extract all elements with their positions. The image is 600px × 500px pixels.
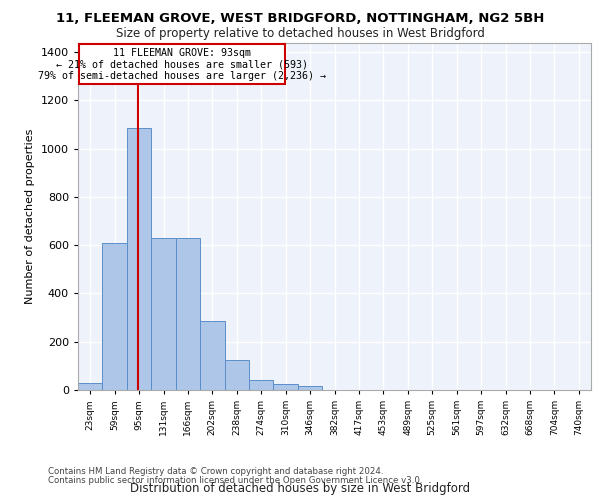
Bar [127, 128, 151, 390]
Bar [78, 383, 103, 390]
Text: 79% of semi-detached houses are larger (2,236) →: 79% of semi-detached houses are larger (… [38, 71, 326, 81]
Text: 11 FLEEMAN GROVE: 93sqm: 11 FLEEMAN GROVE: 93sqm [113, 48, 251, 58]
Text: ← 21% of detached houses are smaller (593): ← 21% of detached houses are smaller (59… [56, 60, 308, 70]
Bar [274, 384, 298, 390]
Bar [176, 238, 200, 390]
Bar [200, 321, 224, 390]
Bar [151, 238, 176, 390]
Bar [298, 386, 322, 390]
Y-axis label: Number of detached properties: Number of detached properties [25, 128, 35, 304]
Text: Contains public sector information licensed under the Open Government Licence v3: Contains public sector information licen… [48, 476, 422, 485]
Text: Distribution of detached houses by size in West Bridgford: Distribution of detached houses by size … [130, 482, 470, 495]
Text: Size of property relative to detached houses in West Bridgford: Size of property relative to detached ho… [116, 28, 484, 40]
Text: 11, FLEEMAN GROVE, WEST BRIDGFORD, NOTTINGHAM, NG2 5BH: 11, FLEEMAN GROVE, WEST BRIDGFORD, NOTTI… [56, 12, 544, 24]
Text: Contains HM Land Registry data © Crown copyright and database right 2024.: Contains HM Land Registry data © Crown c… [48, 467, 383, 476]
FancyBboxPatch shape [79, 44, 285, 84]
Bar [103, 243, 127, 390]
Bar [249, 380, 274, 390]
Bar [224, 360, 249, 390]
